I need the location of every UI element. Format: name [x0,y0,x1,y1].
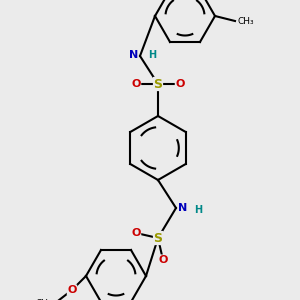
Text: O: O [175,79,185,89]
Text: O: O [131,228,141,238]
Text: H: H [148,50,156,60]
Text: N: N [178,203,187,213]
Text: N: N [129,50,138,60]
Text: O: O [131,79,141,89]
Text: S: S [154,232,163,244]
Text: S: S [154,77,163,91]
Text: CH₃: CH₃ [237,16,253,26]
Text: O: O [158,255,168,265]
Text: H: H [194,205,202,215]
Text: CH₃: CH₃ [35,299,52,300]
Text: O: O [67,285,77,295]
